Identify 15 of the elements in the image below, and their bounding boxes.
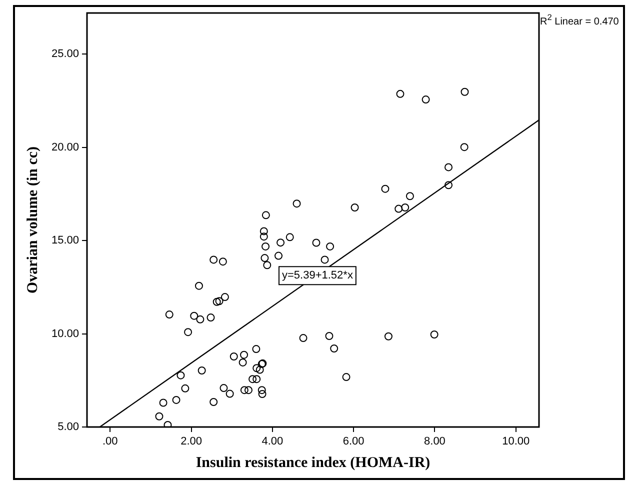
y-tick-label: 20.00 xyxy=(51,141,79,154)
x-tick-label: 8.00 xyxy=(424,436,446,448)
x-tick-label: 6.00 xyxy=(342,436,364,448)
y-tick-label: 25.00 xyxy=(51,48,79,60)
y-axis-title: Ovarian volume (in cc) xyxy=(24,146,41,294)
y-tick-label: 15.00 xyxy=(51,234,79,247)
x-tick-label: .00 xyxy=(102,436,118,448)
text: R$^{2}$ Linear = 0.470 xyxy=(540,12,619,28)
y-tick-label: 10.00 xyxy=(51,328,79,340)
y-tick-label: 5.00 xyxy=(58,421,79,434)
x-tick-label: 10.00 xyxy=(502,436,530,448)
x-axis-title: Insulin resistance index (HOMA-IR) xyxy=(196,454,430,471)
x-tick-label: 2.00 xyxy=(180,436,202,448)
annotation: y=5.39+1.52*x xyxy=(282,270,354,282)
x-tick-label: 4.00 xyxy=(262,436,284,448)
